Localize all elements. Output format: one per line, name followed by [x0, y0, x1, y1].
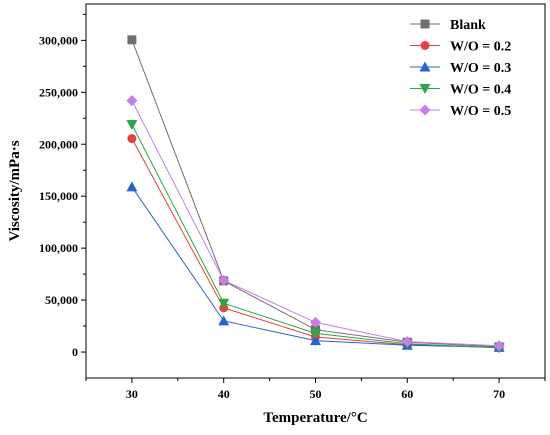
legend-label: W/O = 0.5 — [450, 104, 511, 119]
data-point — [126, 181, 138, 192]
legend-item: W/O = 0.2 — [410, 40, 511, 55]
legend-item: W/O = 0.4 — [410, 83, 511, 98]
data-point — [127, 35, 137, 45]
legend-label: Blank — [450, 18, 486, 33]
x-tick-label: 60 — [401, 387, 413, 401]
legend-marker — [419, 61, 431, 72]
legend-label: W/O = 0.4 — [450, 83, 511, 98]
legend-item: W/O = 0.3 — [410, 61, 511, 76]
y-tick-label: 100,000 — [39, 241, 78, 255]
legend-marker — [419, 84, 431, 94]
series-line — [131, 138, 500, 348]
x-axis: 30 40 50 60 70 — [85, 378, 546, 401]
legend-item: Blank — [410, 18, 486, 33]
series-line — [131, 39, 500, 348]
data-point — [310, 316, 321, 328]
data-point — [218, 274, 230, 286]
data-point — [493, 340, 505, 352]
series-4 — [126, 95, 505, 352]
data-point — [127, 134, 137, 144]
series-line — [131, 100, 500, 347]
y-tick-label: 50,000 — [45, 293, 78, 307]
x-tick-label: 30 — [126, 387, 138, 401]
data-point — [218, 298, 230, 309]
series-0 — [127, 35, 504, 352]
x-axis-title: Temperature/°C — [263, 410, 367, 426]
data-point — [218, 315, 230, 326]
data-point — [126, 95, 138, 107]
legend-item: W/O = 0.5 — [410, 104, 511, 119]
legend-label: W/O = 0.2 — [450, 40, 511, 55]
plot-frame — [85, 3, 546, 379]
plot-area — [126, 35, 505, 354]
y-axis: 0 50,000 100,000 150,000 200,000 250,000 300,0… — [39, 13, 86, 359]
x-tick-label: 70 — [493, 387, 505, 401]
legend-marker — [420, 19, 430, 29]
data-point — [401, 336, 413, 348]
y-tick-label: 250,000 — [39, 85, 78, 99]
x-tick-label: 50 — [310, 387, 322, 401]
y-tick-label: 0 — [72, 345, 78, 359]
legend-marker — [420, 41, 430, 50]
y-tick-label: 300,000 — [39, 33, 78, 47]
data-point — [126, 120, 138, 131]
y-tick-label: 150,000 — [39, 189, 78, 203]
legend-marker — [419, 104, 431, 116]
y-tick-label: 200,000 — [39, 137, 78, 151]
x-tick-label: 40 — [218, 387, 230, 401]
data-point — [310, 328, 321, 339]
y-axis-title: Viscosity/mPa·s — [7, 140, 23, 241]
legend-label: W/O = 0.3 — [450, 61, 511, 76]
data-point — [310, 335, 321, 346]
legend: Blank W/O = 0.2 W/O = 0.3 W/O = 0.4 W/O = 0.… — [410, 18, 511, 119]
series-line — [131, 124, 500, 349]
